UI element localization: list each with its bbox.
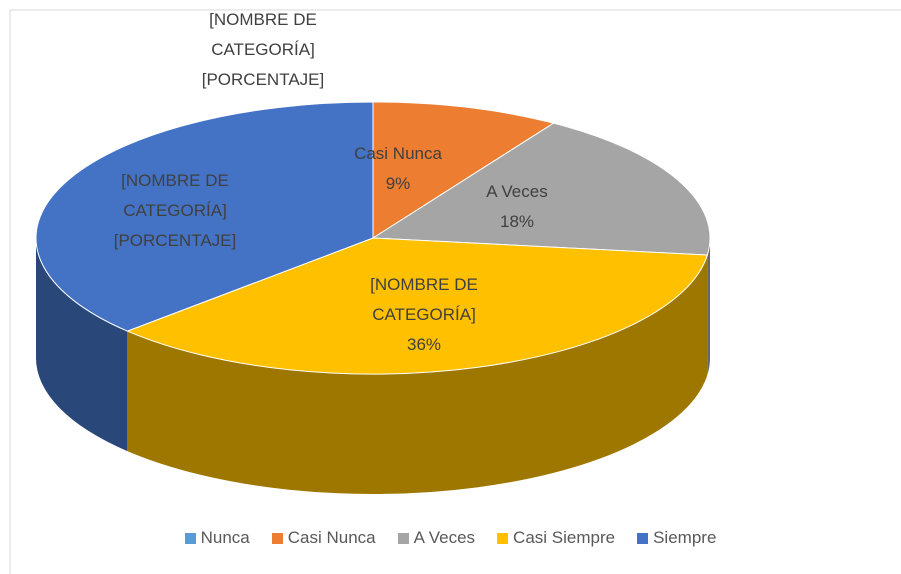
slice-side	[707, 238, 710, 376]
legend-label: A Veces	[413, 528, 476, 547]
slice-side	[35, 238, 128, 452]
data-label-value: 9%	[385, 174, 411, 193]
data-label-value: 18%	[499, 212, 535, 231]
slice	[371, 122, 711, 256]
legend-swatch	[497, 532, 509, 544]
legend-item: Casi Siempre	[497, 528, 615, 548]
slice	[126, 237, 709, 375]
data-label-name: A Veces	[486, 182, 548, 201]
legend-item: Siempre	[637, 528, 716, 548]
legend: Nunca Casi Nunca A Veces Casi Siempre Siempr…	[0, 528, 901, 548]
legend-item: A Veces	[397, 528, 476, 548]
legend-swatch	[271, 532, 283, 544]
data-label: [NOMBRE DE CATEGORÍA] [PORCENTAJE]	[183, 5, 343, 95]
legend-label: Casi Nunca	[287, 528, 376, 547]
legend-swatch	[184, 532, 196, 544]
data-label-name: [NOMBRE DE CATEGORÍA]	[121, 171, 229, 220]
data-label-value: 36%	[406, 335, 442, 354]
legend-item: Casi Nunca	[271, 528, 376, 548]
legend-label: Casi Siempre	[513, 528, 616, 547]
data-label-value: [PORCENTAJE]	[113, 231, 237, 250]
data-label: [NOMBRE DE CATEGORÍA] [PORCENTAJE]	[95, 166, 255, 256]
legend-swatch	[397, 532, 409, 544]
data-label-name: [NOMBRE DE CATEGORÍA]	[370, 275, 478, 324]
legend-label: Nunca	[200, 528, 250, 547]
data-label: A Veces 18%	[437, 177, 597, 237]
data-label-name: [NOMBRE DE CATEGORÍA]	[209, 10, 317, 59]
frame	[9, 9, 901, 574]
data-label: [NOMBRE DE CATEGORÍA] 36%	[344, 270, 504, 360]
slice	[372, 101, 555, 239]
slice-side	[127, 255, 708, 495]
data-label-value: [PORCENTAJE]	[201, 70, 325, 89]
legend-item: Nunca	[184, 528, 250, 548]
legend-swatch	[637, 532, 649, 544]
slice	[35, 101, 374, 332]
data-label: Casi Nunca 9%	[318, 139, 478, 199]
legend-label: Siempre	[653, 528, 717, 547]
data-label-name: Casi Nunca	[354, 144, 442, 163]
